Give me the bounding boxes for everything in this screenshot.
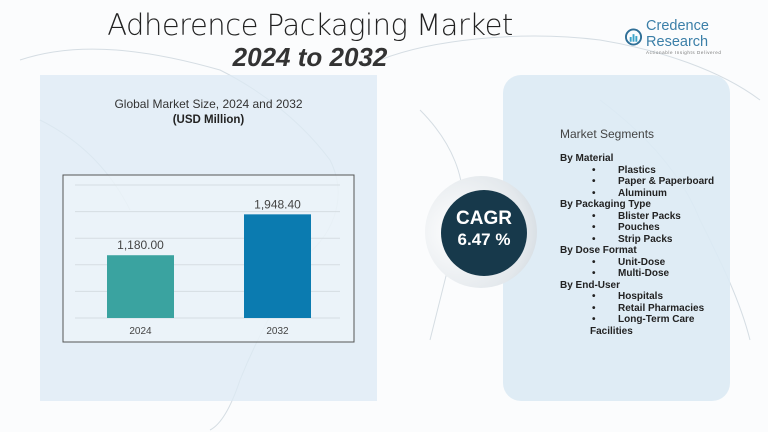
bullet-icon: •	[592, 314, 596, 325]
segments-list: Market Segments By Material • Plastics • Pap…	[560, 127, 714, 337]
segment-item-label: Unit-Dose	[618, 256, 666, 268]
logo-tagline: Actionable Insights Delivered	[646, 50, 722, 55]
segment-item-label: Pouches	[618, 222, 660, 233]
segment-category: By End-User	[560, 279, 621, 291]
bullet-icon: •	[592, 164, 596, 176]
bullet-icon: •	[592, 187, 596, 199]
bullet-icon: •	[592, 256, 596, 268]
bullet-icon: •	[592, 291, 596, 302]
bar-2024	[107, 255, 174, 318]
segment-item: • Long-Term Care	[560, 314, 714, 326]
cagr-badge: CAGR 6.47 %	[441, 190, 527, 276]
segment-item: • Unit-Dose	[560, 257, 714, 269]
segment-item-label: Blister Packs	[618, 210, 681, 222]
bullet-icon: •	[592, 210, 596, 222]
segment-item-label: Paper & Paperboard	[618, 176, 715, 187]
segment-item: • Paper & Paperboard	[560, 176, 714, 188]
segment-item-label: Hospitals	[618, 291, 664, 302]
segment-category: By Material	[560, 153, 614, 164]
bullet-icon: •	[592, 176, 596, 187]
segment-item: • Multi-Dose	[560, 268, 714, 280]
segment-item-label: Multi-Dose	[618, 268, 670, 279]
segment-item: • Retail Pharmacies	[560, 303, 714, 315]
logo-name: Credence Research	[646, 18, 709, 50]
cagr-label: CAGR	[456, 208, 512, 229]
segment-item-label: Plastics	[618, 164, 656, 176]
page-title: Adherence Packaging Market	[107, 8, 513, 42]
segment-item: • Pouches	[560, 222, 714, 234]
segment-item: • Strip Packs	[560, 234, 714, 246]
segment-item: • Plastics	[560, 165, 714, 177]
credence-research-logo: Credence Research Actionable Insights De…	[625, 18, 768, 55]
cagr-value: 6.47 %	[457, 230, 511, 249]
bullet-icon: •	[592, 222, 596, 233]
segment-item: • Aluminum	[560, 188, 714, 200]
logo-icon	[625, 27, 643, 46]
segment-item-label: Aluminum	[618, 187, 667, 199]
segment-item-label: Long-Term Care	[618, 314, 695, 325]
bullet-icon: •	[592, 233, 596, 245]
bullet-icon: •	[592, 268, 596, 279]
segment-item-continuation: Facilities	[590, 325, 633, 337]
bar-2032	[244, 214, 311, 318]
chart-unit: (USD Million)	[172, 114, 245, 126]
segments-panel	[503, 75, 730, 401]
segment-item-label: Retail Pharmacies	[618, 302, 705, 314]
segment-item: • Hospitals	[560, 291, 714, 303]
segment-category: By Dose Format	[560, 245, 637, 256]
segments-title: Market Segments	[560, 127, 655, 141]
page-subtitle: 2024 to 2032	[232, 42, 388, 72]
segment-category: By Packaging Type	[560, 199, 651, 210]
data-label: 1,948.40	[254, 197, 301, 211]
bullet-icon: •	[592, 302, 596, 314]
segment-item-label: Strip Packs	[618, 233, 673, 245]
data-label: 1,180.00	[117, 238, 164, 252]
x-tick-label: 2032	[266, 326, 289, 337]
x-tick-label: 2024	[129, 326, 152, 337]
segment-item: • Blister Packs	[560, 211, 714, 223]
chart-title: Global Market Size, 2024 and 2032	[114, 97, 303, 111]
